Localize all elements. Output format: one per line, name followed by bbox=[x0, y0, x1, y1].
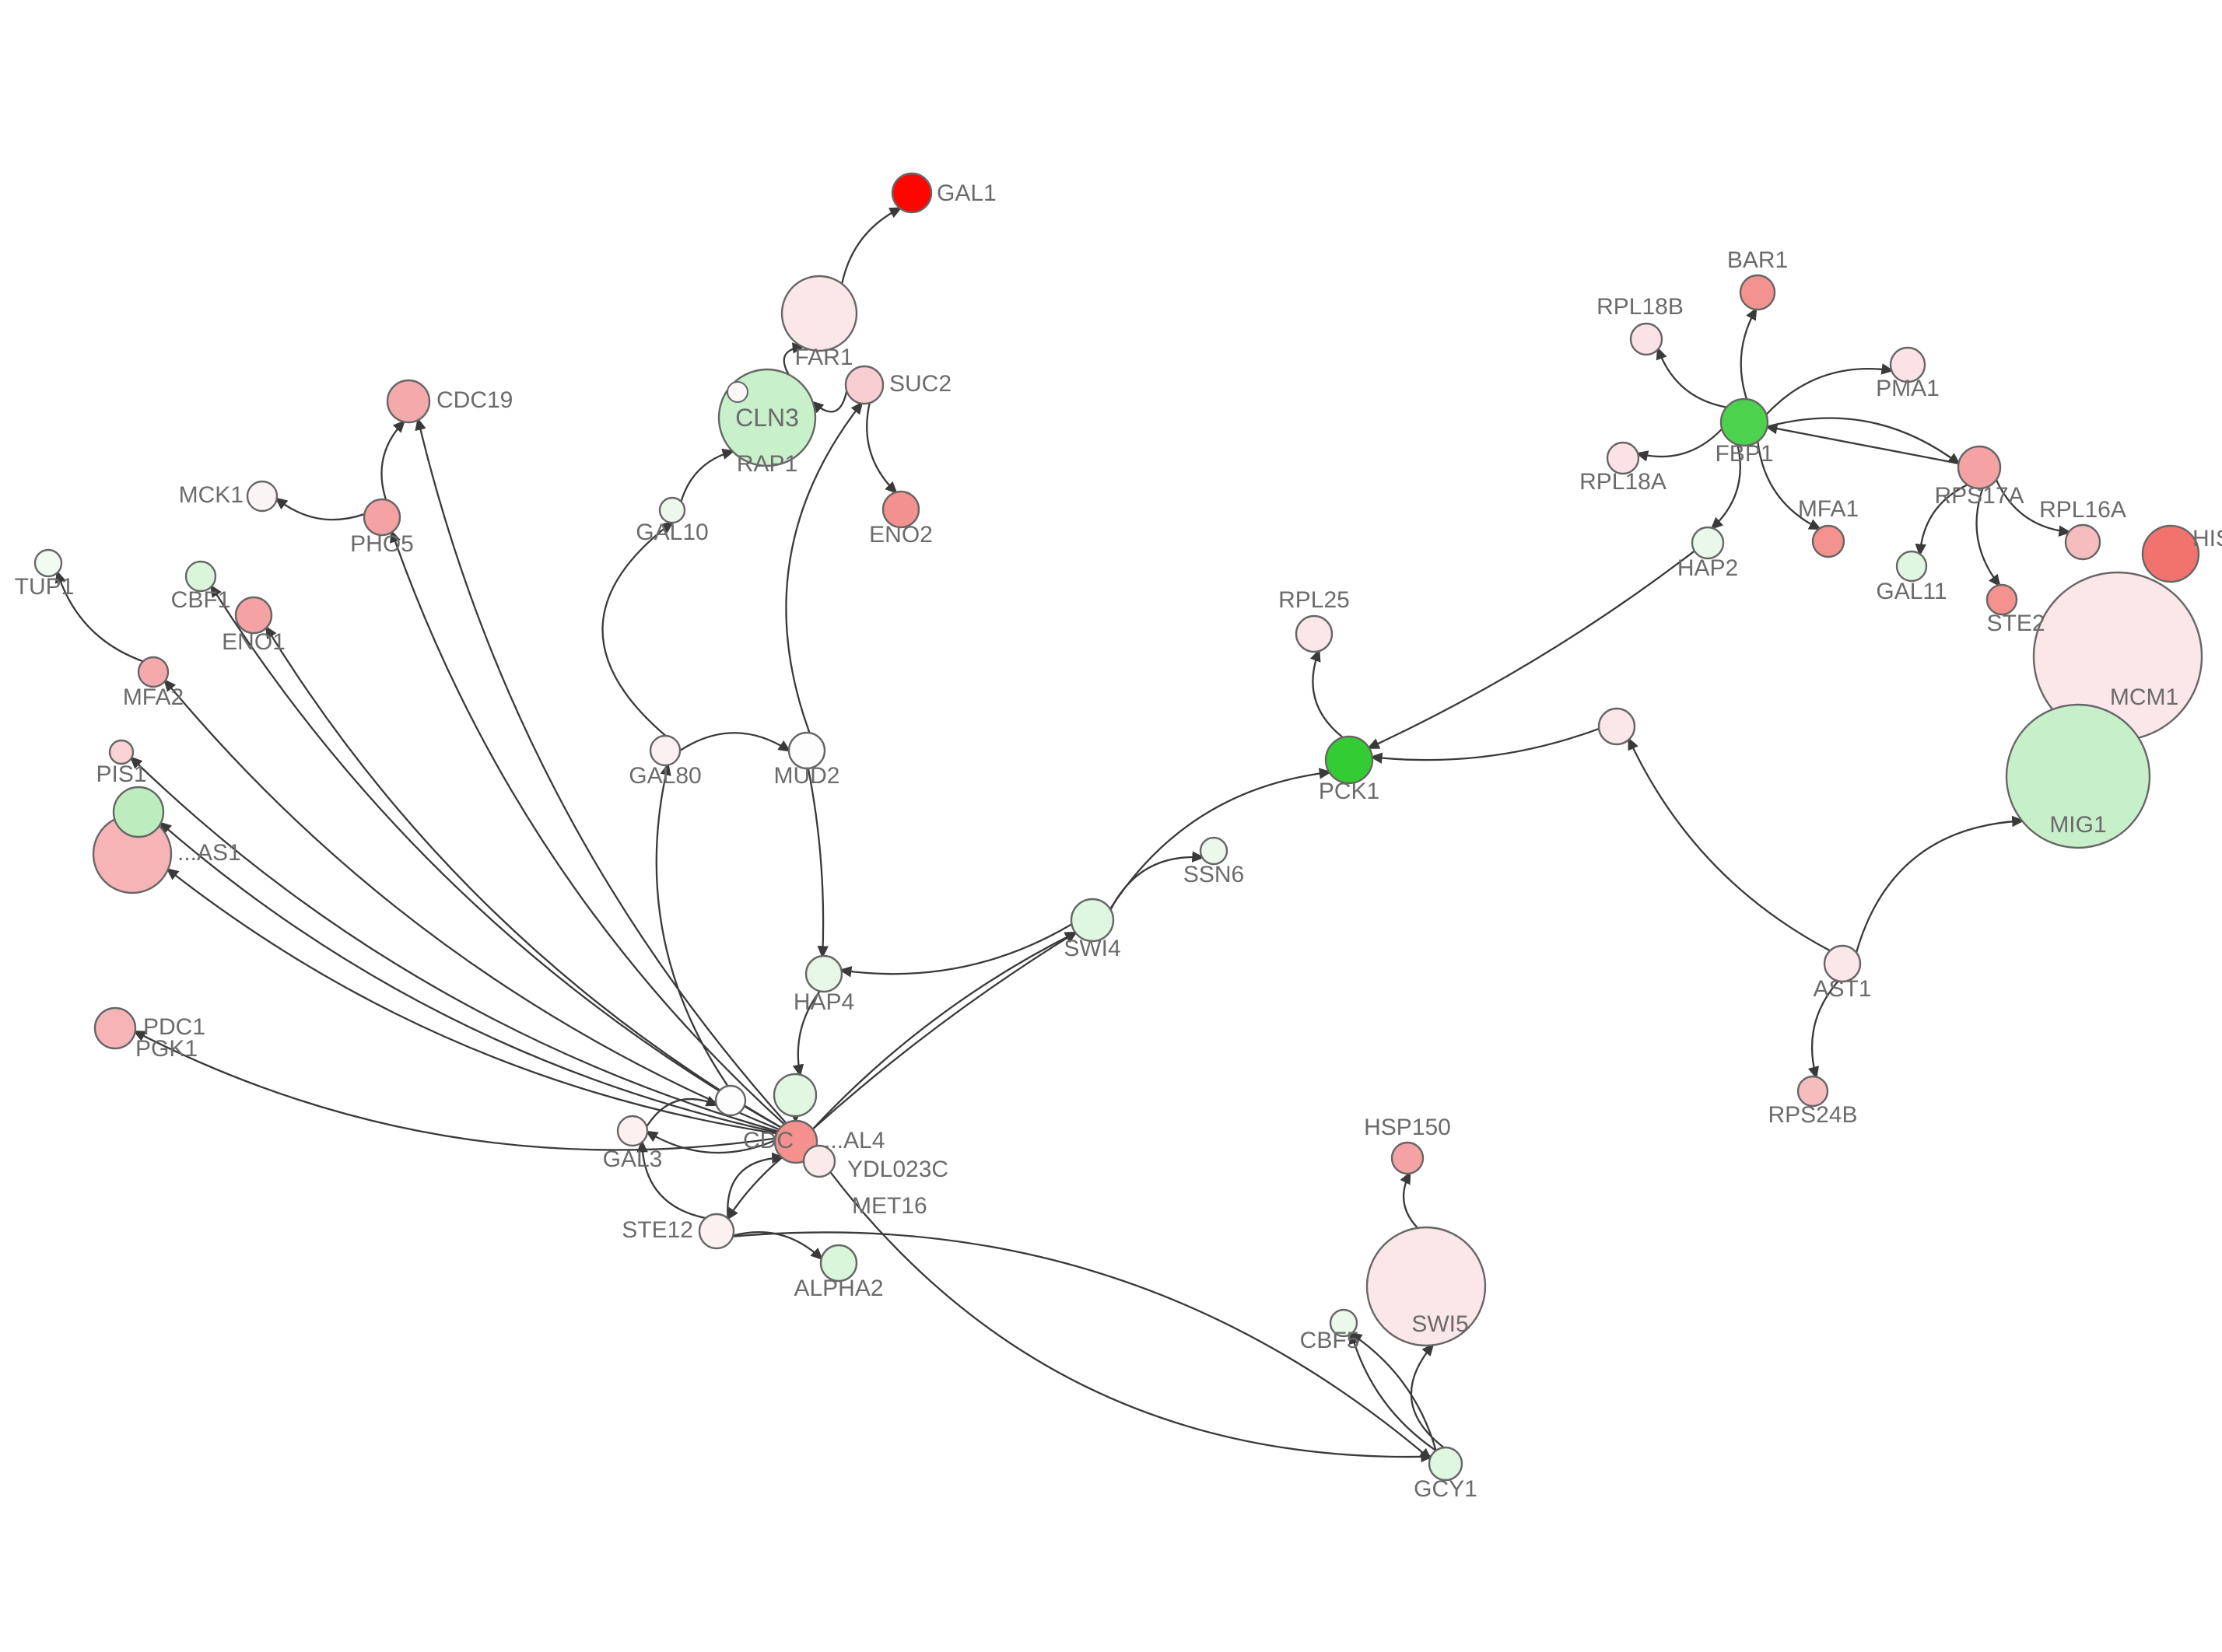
svg-text:PHO5: PHO5 bbox=[350, 531, 414, 557]
svg-text:PMA1: PMA1 bbox=[1876, 376, 1940, 401]
svg-text:RPL16A: RPL16A bbox=[2039, 497, 2126, 523]
svg-text:MIG1: MIG1 bbox=[2049, 812, 2106, 838]
svg-text:STE2: STE2 bbox=[1986, 611, 2045, 636]
svg-text:GAL11: GAL11 bbox=[1876, 579, 1947, 604]
svg-text:CLN3: CLN3 bbox=[735, 404, 799, 432]
svg-text:STE12: STE12 bbox=[622, 1217, 693, 1243]
svg-text:HAP2: HAP2 bbox=[1677, 555, 1738, 581]
svg-text:RPL25: RPL25 bbox=[1278, 587, 1350, 613]
svg-text:RAP1: RAP1 bbox=[737, 451, 797, 477]
svg-text:...AL4: ...AL4 bbox=[824, 1128, 885, 1153]
svg-text:GAL1: GAL1 bbox=[937, 180, 997, 206]
svg-text:ENO2: ENO2 bbox=[869, 522, 933, 548]
svg-text:SSN6: SSN6 bbox=[1183, 862, 1244, 887]
svg-text:RPL18A: RPL18A bbox=[1579, 469, 1666, 495]
svg-text:MCK1: MCK1 bbox=[179, 482, 244, 508]
svg-text:GCY1: GCY1 bbox=[1414, 1476, 1477, 1502]
svg-text:MET16: MET16 bbox=[852, 1193, 927, 1219]
svg-text:MCM1: MCM1 bbox=[2110, 684, 2178, 710]
svg-text:GAL10: GAL10 bbox=[636, 520, 708, 545]
svg-text:CDC19: CDC19 bbox=[436, 387, 513, 413]
svg-text:SWI5: SWI5 bbox=[1411, 1311, 1468, 1337]
svg-text:HAP4: HAP4 bbox=[794, 989, 854, 1015]
svg-text:ALPHA2: ALPHA2 bbox=[794, 1276, 883, 1301]
svg-text:ENO1: ENO1 bbox=[222, 629, 286, 655]
svg-text:HSP150: HSP150 bbox=[1364, 1115, 1451, 1140]
svg-text:PCK1: PCK1 bbox=[1319, 779, 1379, 804]
svg-text:RPS17A: RPS17A bbox=[1934, 483, 2024, 509]
svg-text:...AS1: ...AS1 bbox=[177, 840, 241, 866]
svg-text:SWI4: SWI4 bbox=[1064, 936, 1120, 961]
svg-text:AST1: AST1 bbox=[1813, 976, 1871, 1002]
svg-text:MFA2: MFA2 bbox=[123, 684, 184, 710]
svg-text:CDC: CDC bbox=[743, 1128, 794, 1153]
svg-text:CBF1: CBF1 bbox=[171, 587, 231, 613]
svg-text:PIS1: PIS1 bbox=[96, 761, 146, 787]
svg-text:MUD2: MUD2 bbox=[773, 763, 839, 789]
svg-text:FAR1: FAR1 bbox=[794, 345, 853, 370]
svg-text:SUC2: SUC2 bbox=[889, 371, 952, 397]
svg-text:TUP1: TUP1 bbox=[15, 574, 75, 600]
svg-text:FBP1: FBP1 bbox=[1715, 441, 1773, 467]
svg-text:GAL3: GAL3 bbox=[603, 1146, 663, 1172]
svg-text:PGK1: PGK1 bbox=[135, 1036, 198, 1062]
svg-text:BAR1: BAR1 bbox=[1727, 247, 1788, 273]
svg-text:RPS24B: RPS24B bbox=[1768, 1102, 1857, 1128]
svg-text:GAL80: GAL80 bbox=[629, 763, 701, 789]
svg-text:YDL023C: YDL023C bbox=[847, 1157, 948, 1182]
svg-text:MFA1: MFA1 bbox=[1798, 496, 1859, 522]
svg-text:RPL18B: RPL18B bbox=[1596, 294, 1684, 320]
svg-text:CBF5: CBF5 bbox=[1300, 1328, 1360, 1353]
svg-text:HIS4: HIS4 bbox=[2192, 526, 2222, 551]
